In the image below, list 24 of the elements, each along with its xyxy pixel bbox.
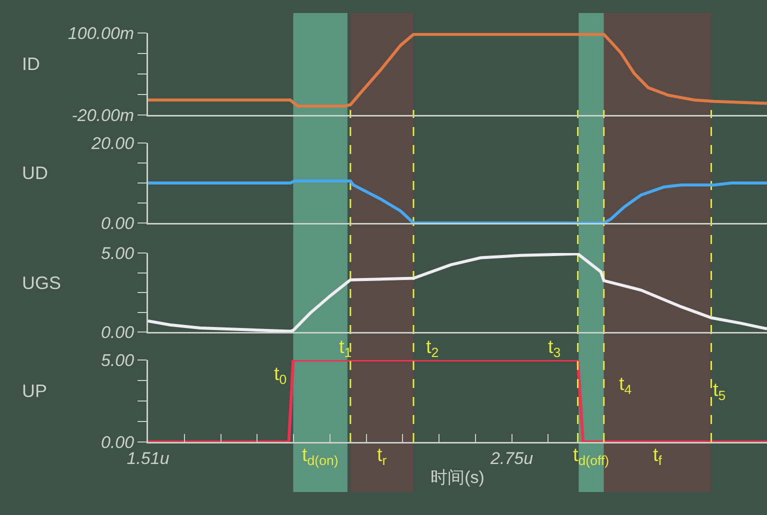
line-series bbox=[148, 33, 767, 108]
y-tick-label: 5.00 bbox=[101, 244, 135, 263]
y-tick-label: 0.00 bbox=[101, 214, 135, 233]
band-label: t$_{d(on)}$ bbox=[302, 445, 338, 468]
y-axis-title: UD bbox=[22, 163, 48, 183]
y-tick-label: 0.00 bbox=[101, 322, 135, 342]
y-tick-label: 100.00m bbox=[68, 24, 134, 43]
x-axis-title: 时间(s) bbox=[430, 468, 484, 488]
y-axis-title: UP bbox=[22, 381, 48, 401]
ref-line-label: t$_{4}$ bbox=[619, 374, 632, 397]
ref-line-label: t$_{5}$ bbox=[713, 380, 726, 403]
band-label: t$_{r}$ bbox=[377, 445, 388, 468]
ref-line-label: t$_{2}$ bbox=[426, 337, 439, 360]
y-tick-label: -20.00m bbox=[72, 106, 134, 125]
ref-line-label: t$_{1}$ bbox=[339, 337, 352, 360]
y-axis-title: UGS bbox=[22, 273, 62, 293]
band-label: t$_{f}$ bbox=[653, 445, 662, 468]
y-axis-title: ID bbox=[22, 54, 40, 74]
ref-line-label: t$_{3}$ bbox=[548, 337, 561, 360]
band-label: t$_{d(off)}$ bbox=[573, 445, 610, 468]
y-tick-label: 20.00 bbox=[90, 134, 135, 153]
y-tick-label: 5.00 bbox=[101, 350, 135, 370]
x-tick-label: 2.75u bbox=[489, 448, 534, 468]
annotation: t$_{0}$ bbox=[274, 364, 287, 387]
